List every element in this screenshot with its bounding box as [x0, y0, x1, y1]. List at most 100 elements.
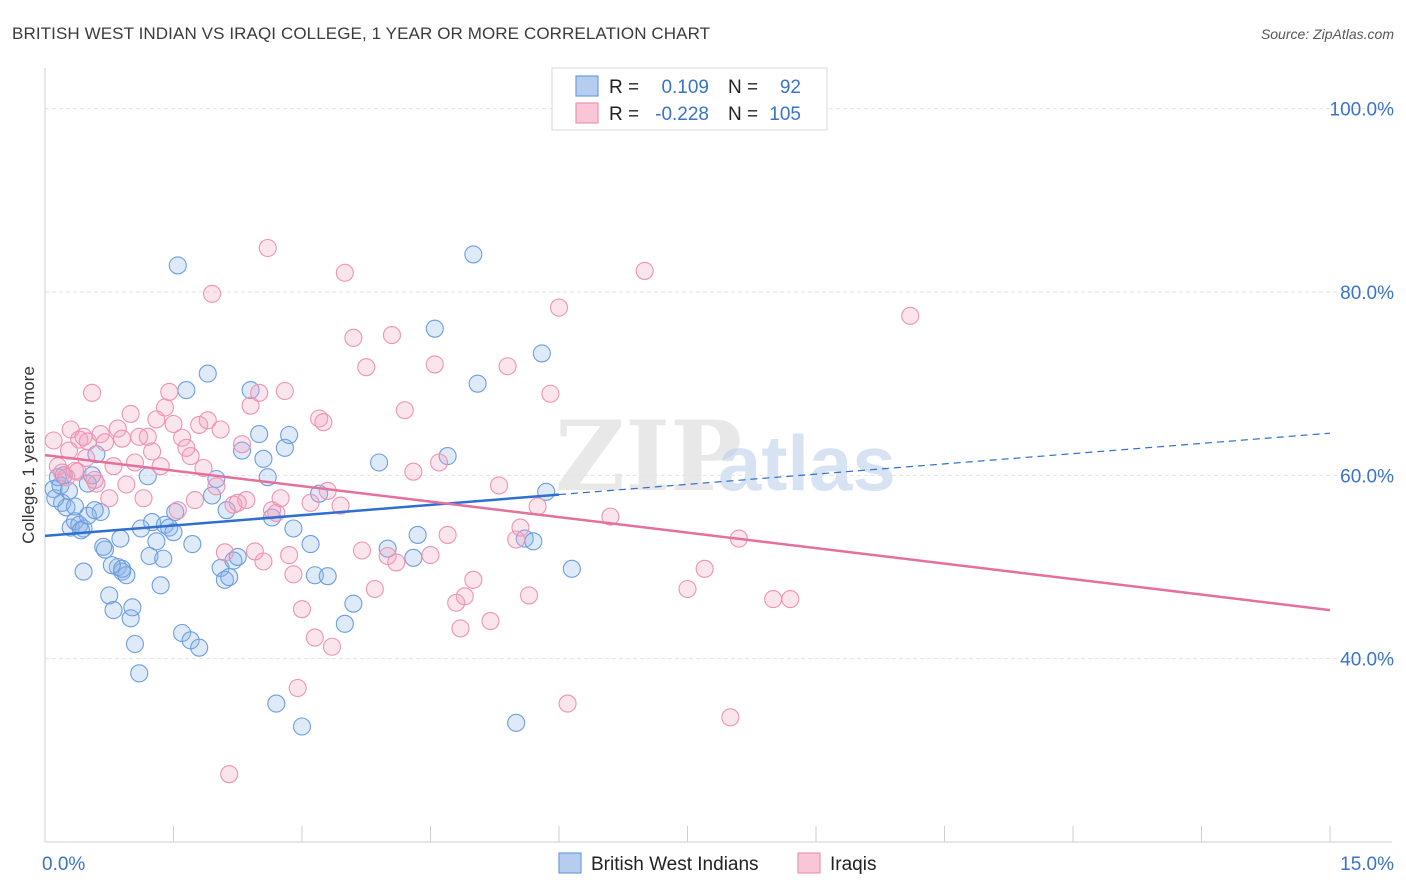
point-blue-70 — [524, 532, 543, 551]
point-blue-90 — [183, 535, 202, 554]
y-axis-label: College, 1 year or more — [19, 366, 38, 544]
point-pink-89 — [764, 590, 783, 609]
point-blue-32 — [190, 638, 209, 657]
point-blue-53 — [292, 717, 312, 736]
point-pink-47 — [284, 565, 303, 584]
point-blue-60 — [370, 453, 389, 472]
y-tick-label-2: 80.0% — [1340, 283, 1394, 304]
point-blue-79 — [71, 521, 91, 540]
legend-swatch-blue — [575, 75, 599, 97]
point-blue-21 — [130, 664, 149, 683]
point-pink-0 — [44, 431, 63, 450]
legend-swatch-pink — [575, 102, 599, 124]
bottom-legend: British West Indians Iraqis — [558, 852, 876, 875]
point-blue-10 — [74, 562, 93, 581]
point-blue-15 — [104, 601, 123, 620]
point-pink-80 — [541, 384, 560, 403]
chart-title: BRITISH WEST INDIAN VS IRAQI COLLEGE, 1 … — [12, 24, 710, 43]
point-pink-19 — [125, 453, 144, 472]
point-pink-96 — [220, 765, 239, 784]
trend-line-pink — [44, 453, 1331, 612]
point-pink-74 — [489, 476, 509, 495]
point-blue-88 — [154, 549, 173, 568]
point-blue-72 — [537, 482, 556, 501]
point-pink-22 — [138, 427, 157, 446]
point-pink-92 — [168, 501, 187, 520]
point-pink-95 — [271, 489, 290, 508]
point-pink-53 — [322, 637, 342, 656]
point-pink-56 — [344, 328, 363, 347]
point-pink-23 — [143, 442, 162, 461]
point-pink-100 — [254, 552, 273, 571]
point-pink-36 — [215, 543, 234, 562]
point-pink-12 — [95, 433, 115, 452]
point-pink-105 — [77, 448, 96, 467]
point-blue-33 — [168, 256, 187, 275]
point-pink-64 — [404, 462, 423, 481]
bottom-legend-label-blue: British West Indians — [591, 854, 759, 875]
point-pink-102 — [151, 457, 170, 476]
point-pink-31 — [190, 415, 209, 434]
point-blue-63 — [408, 525, 427, 544]
point-pink-86 — [695, 559, 714, 578]
point-pink-40 — [241, 396, 260, 415]
point-pink-81 — [549, 298, 569, 317]
point-blue-55 — [305, 566, 324, 585]
watermark-atlas: atlas — [718, 419, 896, 507]
legend-n-label-blue: N = — [728, 77, 758, 98]
trend-line-blue-extrapolated — [558, 432, 1331, 496]
point-blue-54 — [301, 535, 320, 554]
y-tick-label-3: 100.0% — [1330, 100, 1395, 121]
point-blue-85 — [123, 598, 142, 617]
point-blue-83 — [102, 556, 121, 575]
point-blue-66 — [464, 245, 483, 264]
series-iraqis — [44, 238, 920, 784]
point-pink-57 — [352, 541, 372, 560]
point-pink-75 — [498, 357, 517, 376]
point-blue-34 — [177, 381, 196, 400]
point-blue-89 — [166, 502, 185, 522]
point-pink-72 — [464, 570, 483, 589]
point-blue-77 — [59, 481, 79, 500]
point-blue-14 — [100, 586, 119, 605]
point-pink-26 — [160, 382, 179, 401]
point-blue-82 — [94, 537, 113, 556]
point-blue-73 — [562, 559, 581, 578]
point-blue-67 — [468, 374, 487, 393]
point-blue-59 — [344, 594, 363, 613]
trend-lines — [44, 432, 1331, 612]
point-pink-48 — [292, 600, 312, 619]
point-pink-62 — [387, 553, 406, 572]
point-pink-65 — [421, 546, 440, 565]
legend-r-value-pink: -0.228 — [655, 104, 709, 125]
point-pink-87 — [721, 708, 740, 727]
source-label: Source: ZipAtlas.com — [1261, 26, 1394, 42]
point-blue-87 — [140, 546, 159, 566]
point-pink-11 — [91, 425, 110, 444]
point-pink-46 — [280, 546, 299, 565]
point-pink-85 — [678, 579, 697, 599]
point-pink-9 — [83, 383, 102, 402]
legend-r-label-blue: R = — [609, 77, 639, 98]
point-pink-93 — [177, 438, 196, 457]
point-pink-51 — [314, 413, 333, 432]
point-pink-38 — [232, 435, 252, 454]
point-pink-71 — [455, 587, 474, 606]
point-pink-49 — [301, 493, 320, 512]
point-pink-82 — [558, 694, 577, 713]
point-pink-61 — [382, 326, 402, 345]
point-pink-94 — [228, 493, 247, 512]
point-blue-46 — [254, 449, 273, 468]
point-blue-43 — [232, 441, 252, 460]
point-pink-13 — [100, 489, 119, 508]
point-blue-29 — [164, 523, 183, 542]
point-blue-58 — [335, 614, 354, 633]
y-tick-labels: 40.0% 60.0% 80.0% 100.0% — [1330, 100, 1395, 671]
point-pink-70 — [451, 619, 470, 638]
point-pink-45 — [275, 381, 294, 401]
point-pink-78 — [519, 586, 539, 605]
point-pink-33 — [203, 284, 222, 303]
bottom-legend-swatch-pink — [797, 852, 821, 874]
point-pink-27 — [164, 414, 183, 434]
